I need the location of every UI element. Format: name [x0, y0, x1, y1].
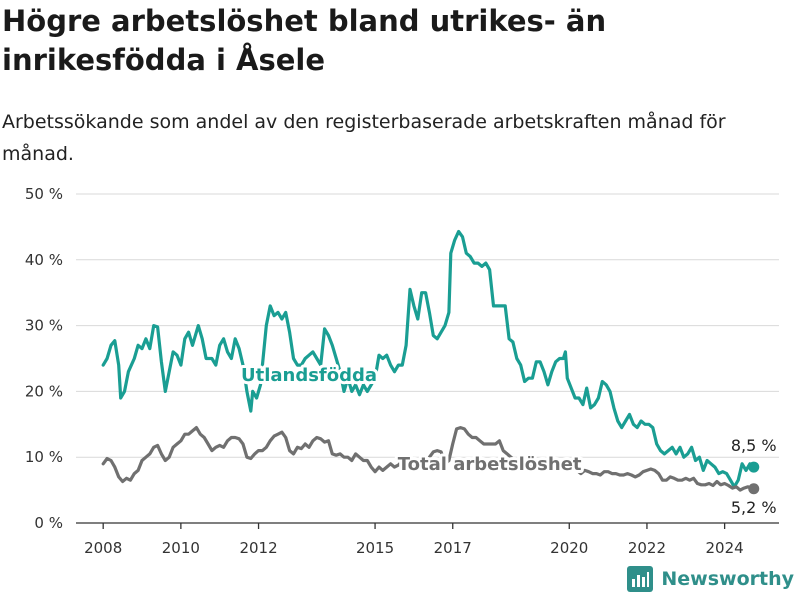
y-tick-label: 30 %	[25, 317, 63, 335]
chart-subtitle: Arbetssökande som andel av den registerb…	[2, 111, 726, 165]
series-line-utlandsfodda	[101, 229, 756, 489]
chart-title: Högre arbetslöshet bland utrikes- än inr…	[2, 4, 607, 77]
series-end-point	[748, 483, 760, 495]
y-tick-label: 50 %	[25, 185, 63, 203]
brand-logo: Newsworthy	[627, 566, 794, 592]
data-label: 5,2 %	[731, 498, 777, 517]
series-end-point	[748, 461, 760, 473]
x-tick-label: 2008	[84, 539, 122, 557]
x-tick-label: 2012	[239, 539, 277, 557]
x-tick-label: 2020	[550, 539, 588, 557]
x-tick-label: 2015	[356, 539, 394, 557]
x-tick-label: 2017	[434, 539, 472, 557]
brand-name: Newsworthy	[661, 568, 794, 590]
x-tick-label: 2024	[706, 539, 744, 557]
x-tick-label: 2010	[162, 539, 200, 557]
y-tick-label: 20 %	[25, 382, 63, 400]
series-label: Utlandsfödda	[241, 365, 377, 386]
data-label: 8,5 %	[731, 436, 777, 455]
x-tick-label: 2022	[628, 539, 666, 557]
y-tick-label: 0 %	[34, 514, 63, 532]
y-tick-label: 10 %	[25, 448, 63, 466]
series-line-total	[101, 426, 756, 492]
y-tick-label: 40 %	[25, 251, 63, 269]
bar-chart-logo-icon	[627, 566, 654, 592]
series-label: Total arbetslöshet	[398, 454, 582, 475]
